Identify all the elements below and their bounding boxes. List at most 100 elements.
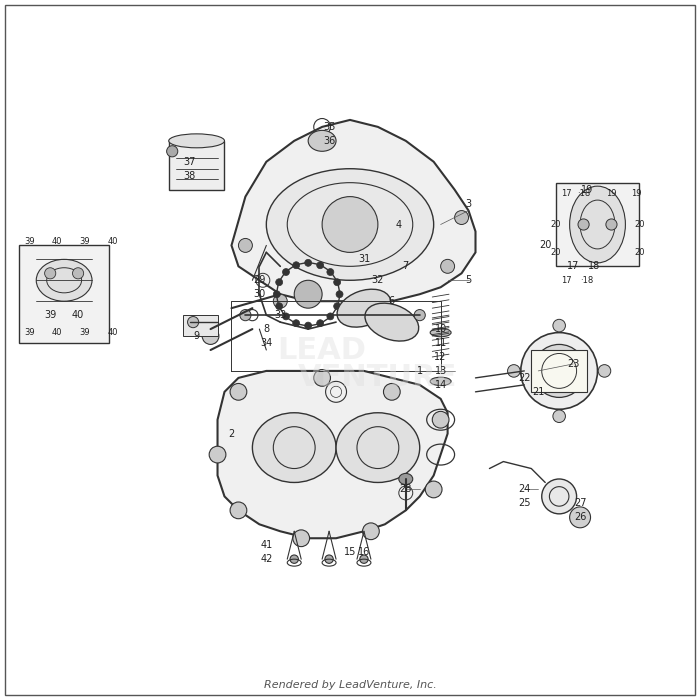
Polygon shape bbox=[169, 141, 225, 190]
Circle shape bbox=[230, 502, 247, 519]
Ellipse shape bbox=[266, 169, 434, 280]
Text: LEAD: LEAD bbox=[278, 335, 367, 365]
Text: 29: 29 bbox=[253, 275, 265, 286]
Ellipse shape bbox=[430, 328, 451, 337]
Text: 34: 34 bbox=[260, 338, 272, 348]
Ellipse shape bbox=[430, 377, 451, 386]
Circle shape bbox=[273, 294, 287, 308]
Text: 14: 14 bbox=[435, 380, 447, 390]
Circle shape bbox=[209, 446, 226, 463]
Text: ·18: ·18 bbox=[580, 276, 594, 285]
Text: 32: 32 bbox=[372, 275, 384, 286]
Text: 20: 20 bbox=[634, 248, 645, 257]
Text: 36: 36 bbox=[323, 136, 335, 146]
Text: 7: 7 bbox=[402, 261, 409, 272]
Circle shape bbox=[327, 313, 334, 320]
Text: 17: 17 bbox=[567, 261, 580, 272]
Circle shape bbox=[508, 365, 520, 377]
Circle shape bbox=[304, 260, 312, 266]
Text: 40: 40 bbox=[52, 237, 62, 246]
FancyBboxPatch shape bbox=[556, 183, 639, 266]
Text: 26: 26 bbox=[574, 512, 587, 522]
Circle shape bbox=[542, 479, 577, 514]
Circle shape bbox=[283, 269, 290, 276]
Text: 39: 39 bbox=[24, 237, 34, 246]
Text: 41: 41 bbox=[260, 540, 272, 550]
Ellipse shape bbox=[253, 413, 336, 482]
Text: 24: 24 bbox=[518, 484, 531, 494]
Ellipse shape bbox=[570, 186, 625, 262]
Circle shape bbox=[73, 267, 84, 279]
Text: 20: 20 bbox=[550, 220, 561, 229]
Circle shape bbox=[304, 322, 312, 329]
Circle shape bbox=[553, 319, 566, 332]
Text: 12: 12 bbox=[435, 352, 447, 362]
Circle shape bbox=[294, 280, 322, 308]
Circle shape bbox=[273, 290, 280, 298]
Text: 2: 2 bbox=[228, 428, 235, 439]
Text: 1: 1 bbox=[416, 366, 423, 376]
Text: 16: 16 bbox=[358, 547, 370, 557]
Text: 13: 13 bbox=[435, 366, 447, 376]
Text: 15: 15 bbox=[344, 547, 356, 557]
Circle shape bbox=[239, 239, 253, 253]
Circle shape bbox=[360, 555, 368, 564]
Text: 25: 25 bbox=[518, 498, 531, 508]
Text: 27: 27 bbox=[574, 498, 587, 508]
Text: 17: 17 bbox=[561, 276, 571, 285]
Text: 22: 22 bbox=[518, 373, 531, 383]
Circle shape bbox=[316, 320, 323, 327]
Text: 11: 11 bbox=[435, 338, 447, 348]
Circle shape bbox=[606, 219, 617, 230]
FancyBboxPatch shape bbox=[19, 246, 109, 343]
Circle shape bbox=[293, 262, 300, 269]
Circle shape bbox=[290, 555, 298, 564]
Circle shape bbox=[414, 309, 426, 321]
Circle shape bbox=[45, 267, 56, 279]
Circle shape bbox=[230, 384, 247, 400]
Circle shape bbox=[521, 332, 598, 410]
FancyBboxPatch shape bbox=[183, 315, 218, 336]
Text: 20: 20 bbox=[539, 240, 552, 251]
Polygon shape bbox=[531, 350, 587, 392]
Text: 30: 30 bbox=[253, 289, 265, 299]
Circle shape bbox=[325, 555, 333, 564]
Text: 28: 28 bbox=[400, 484, 412, 494]
Circle shape bbox=[188, 316, 199, 328]
Text: 5: 5 bbox=[466, 275, 472, 286]
Text: 19: 19 bbox=[606, 188, 617, 197]
Circle shape bbox=[334, 279, 341, 286]
Circle shape bbox=[316, 262, 323, 269]
Text: 40: 40 bbox=[72, 310, 84, 320]
Text: 35: 35 bbox=[323, 122, 335, 132]
Circle shape bbox=[426, 481, 442, 498]
Text: 40: 40 bbox=[108, 237, 118, 246]
Text: 31: 31 bbox=[358, 254, 370, 265]
Circle shape bbox=[293, 530, 309, 547]
Text: 39: 39 bbox=[80, 328, 90, 337]
Circle shape bbox=[293, 320, 300, 327]
Circle shape bbox=[578, 219, 589, 230]
Circle shape bbox=[336, 290, 343, 298]
Circle shape bbox=[322, 197, 378, 253]
Circle shape bbox=[440, 260, 454, 273]
Text: 19: 19 bbox=[631, 188, 641, 197]
Text: 18: 18 bbox=[588, 261, 600, 272]
Text: ·18: ·18 bbox=[577, 188, 590, 197]
Text: 23: 23 bbox=[567, 359, 580, 369]
Circle shape bbox=[283, 313, 290, 320]
Circle shape bbox=[202, 328, 219, 344]
Text: 19: 19 bbox=[581, 185, 593, 195]
Text: 39: 39 bbox=[80, 237, 90, 246]
Circle shape bbox=[334, 302, 341, 309]
Circle shape bbox=[553, 410, 566, 423]
Text: 20: 20 bbox=[634, 220, 645, 229]
Text: 33: 33 bbox=[274, 310, 286, 320]
Text: 6: 6 bbox=[389, 296, 395, 306]
Circle shape bbox=[433, 412, 449, 428]
Ellipse shape bbox=[169, 134, 225, 148]
Text: 40: 40 bbox=[108, 328, 118, 337]
Circle shape bbox=[454, 211, 468, 225]
Ellipse shape bbox=[365, 303, 419, 341]
Circle shape bbox=[570, 507, 591, 528]
